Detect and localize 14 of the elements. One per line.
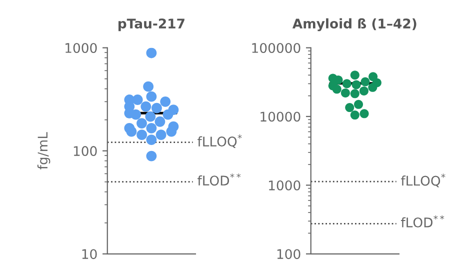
y-tick-label: 10 xyxy=(82,249,97,260)
y-axis-title: fg/mL xyxy=(37,132,50,170)
y-tick-label: 1000 xyxy=(66,42,97,53)
ref-line-label: fLOD$^{**}$ xyxy=(401,215,444,228)
chart-title: pTau-217 xyxy=(118,18,184,32)
ref-line-label: fLLOQ$^{*}$ xyxy=(198,134,242,148)
y-tick-label: 100 xyxy=(277,249,300,260)
ref-line-label: fLLOQ$^{*}$ xyxy=(401,174,446,188)
y-tick-label: 100 xyxy=(74,146,97,156)
ref-line-label: fLOD$^{**}$ xyxy=(198,173,241,186)
y-tick-label: 10000 xyxy=(260,112,300,122)
y-tick-label: 100000 xyxy=(252,42,300,53)
y-tick-label: 1000 xyxy=(269,180,300,190)
chart-title: Amyloid ß (1–42) xyxy=(292,18,416,32)
